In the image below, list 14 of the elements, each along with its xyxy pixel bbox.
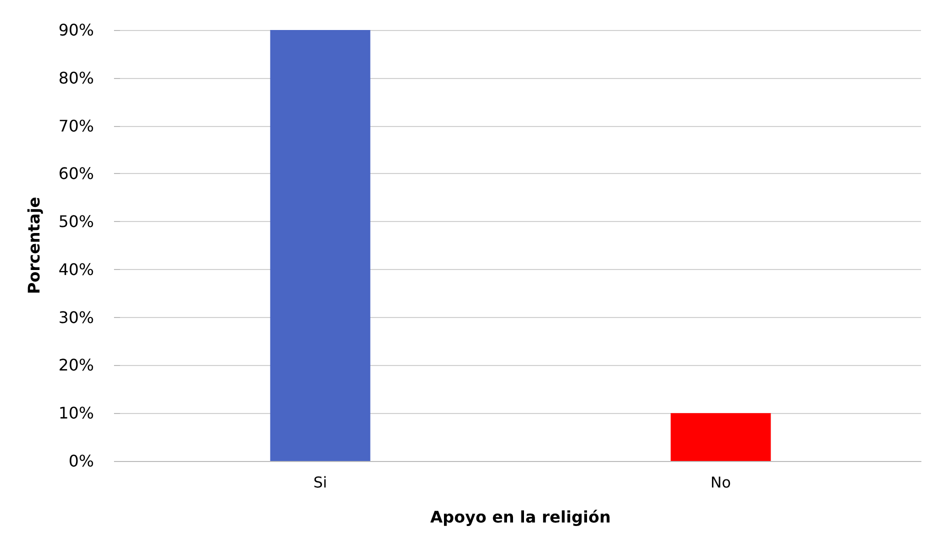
- y-axis-title: Porcentaje: [24, 196, 44, 294]
- x-tick-label: Si: [313, 474, 328, 492]
- y-tick-label: 10%: [58, 404, 94, 423]
- y-tick-label: 20%: [58, 356, 94, 375]
- y-tick-label: 0%: [68, 452, 94, 470]
- x-axis-title: Apoyo en la religión: [430, 508, 611, 526]
- y-tick-label: 80%: [58, 68, 94, 88]
- y-tick-label: 90%: [58, 20, 94, 40]
- x-tick-label: No: [710, 474, 731, 492]
- y-tick-label: 40%: [58, 260, 94, 279]
- y-tick-label: 60%: [58, 164, 94, 184]
- y-tick-label: 70%: [58, 116, 94, 136]
- y-tick-label: 50%: [58, 212, 94, 232]
- y-tick-label: 30%: [58, 308, 94, 327]
